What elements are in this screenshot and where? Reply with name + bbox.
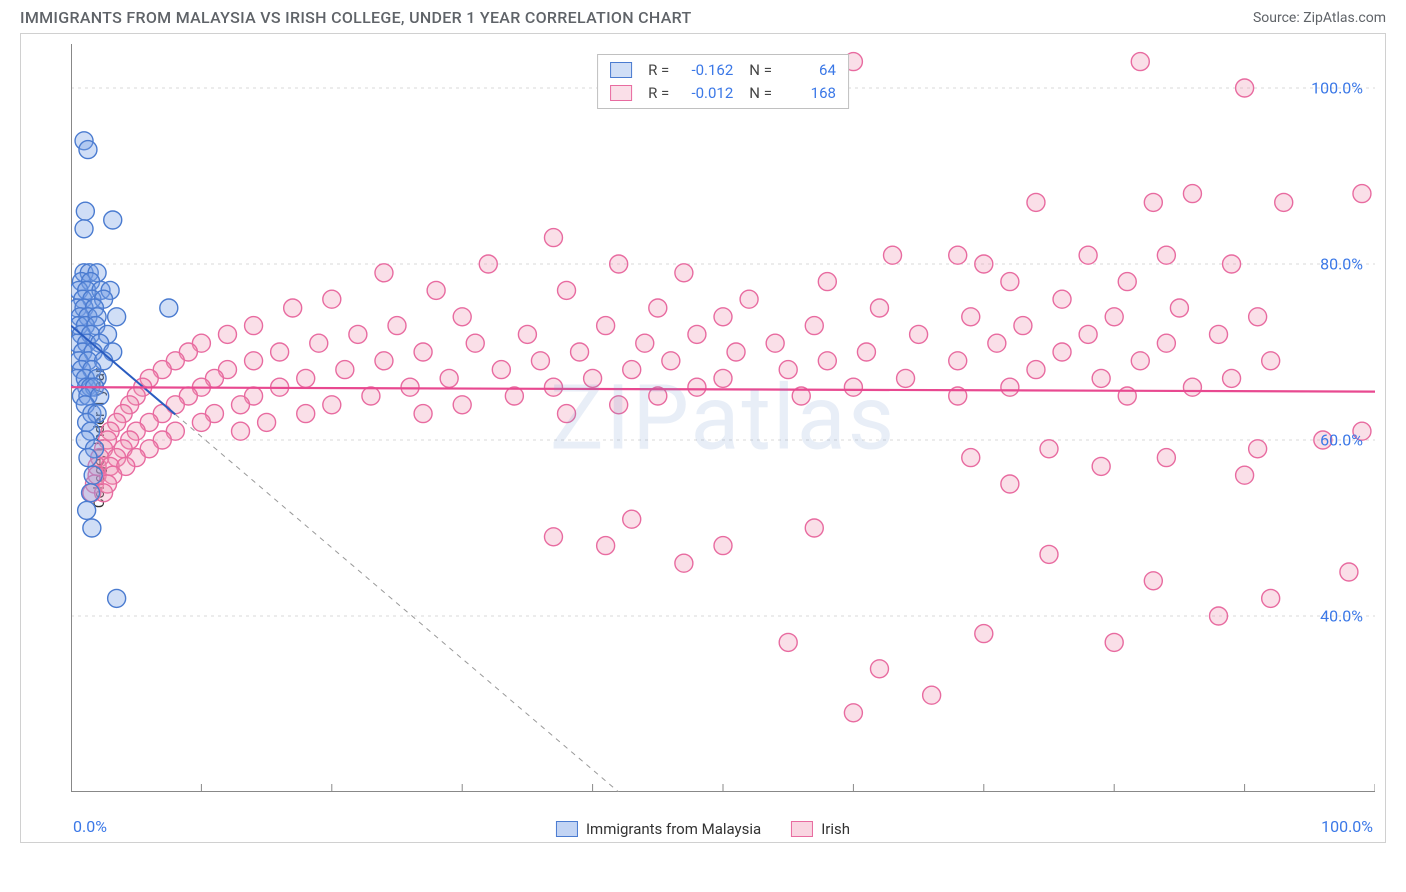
n-value-malaysia: 64 — [782, 59, 836, 82]
r-label: R = — [648, 59, 669, 82]
y-tick-label: 40.0% — [1320, 607, 1363, 626]
r-value-irish: -0.012 — [679, 82, 733, 105]
y-tick-label: 80.0% — [1320, 255, 1363, 274]
series-legend: Immigrants from Malaysia Irish — [556, 820, 850, 838]
x-tick-100: 100.0% — [1321, 817, 1373, 836]
source-attribution: Source: ZipAtlas.com — [1253, 10, 1386, 26]
swatch-irish-icon — [791, 821, 813, 837]
n-value-irish: 168 — [782, 82, 836, 105]
r-value-malaysia: -0.162 — [679, 59, 733, 82]
swatch-malaysia — [610, 62, 632, 78]
scatter-plot-svg — [71, 44, 1375, 792]
n-label: N = — [749, 59, 772, 82]
y-tick-label: 60.0% — [1320, 431, 1363, 450]
swatch-malaysia-icon — [556, 821, 578, 837]
legend-row-irish: R = -0.012 N = 168 — [610, 82, 836, 105]
legend-item-irish: Irish — [791, 820, 850, 838]
y-tick-label: 100.0% — [1311, 79, 1363, 98]
header: IMMIGRANTS FROM MALAYSIA VS IRISH COLLEG… — [0, 0, 1406, 33]
correlation-legend: R = -0.162 N = 64 R = -0.012 N = 168 — [597, 54, 849, 109]
legend-label-malaysia: Immigrants from Malaysia — [586, 820, 761, 838]
n-label: N = — [749, 82, 772, 105]
plot-area: ZIPatlas R = -0.162 N = 64 R = -0.012 N … — [71, 44, 1375, 792]
chart-container: College, Under 1 year ZIPatlas R = -0.16… — [20, 33, 1386, 843]
swatch-irish — [610, 85, 632, 101]
chart-title: IMMIGRANTS FROM MALAYSIA VS IRISH COLLEG… — [20, 8, 692, 27]
legend-label-irish: Irish — [821, 820, 850, 838]
x-tick-0: 0.0% — [73, 817, 107, 836]
legend-item-malaysia: Immigrants from Malaysia — [556, 820, 761, 838]
legend-row-malaysia: R = -0.162 N = 64 — [610, 59, 836, 82]
r-label: R = — [648, 82, 669, 105]
